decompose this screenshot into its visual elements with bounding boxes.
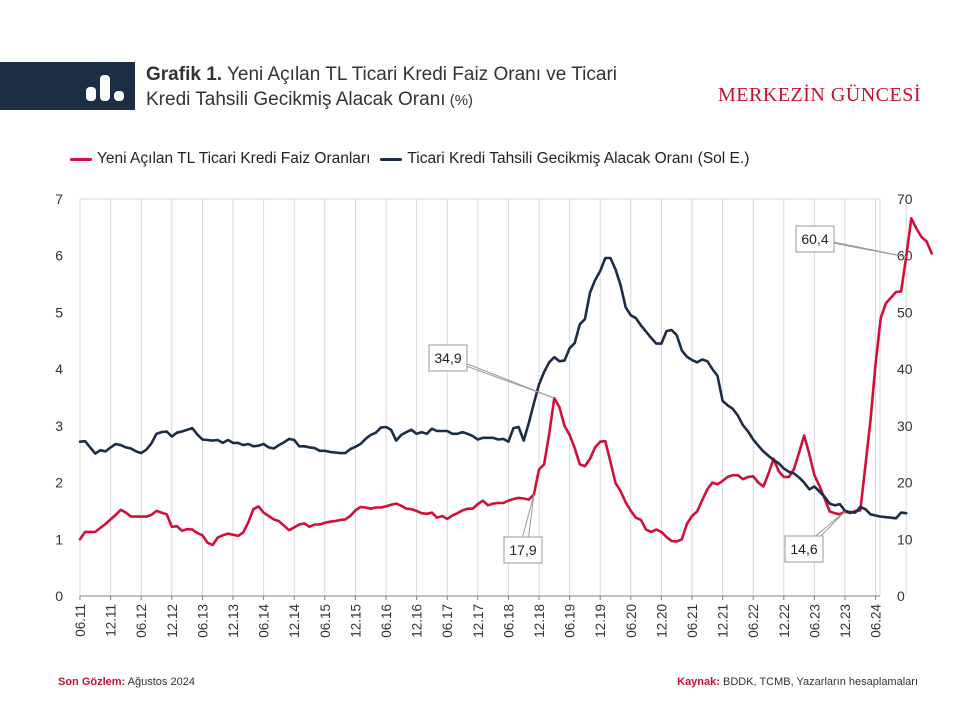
legend-swatch-navy [380, 157, 403, 161]
footer-left-value: Ağustos 2024 [125, 676, 195, 688]
x-axis-tick-label: 06.24 [869, 604, 884, 638]
left-axis-tick-label: 3 [55, 418, 63, 434]
legend-label-red: Yeni Açılan TL Ticari Kredi Faiz Oranlar… [97, 150, 371, 167]
x-axis-tick-label: 12.17 [471, 604, 486, 638]
legend-label-navy: Ticari Kredi Tahsili Gecikmiş Alacak Ora… [407, 150, 750, 167]
chart-legend: Yeni Açılan TL Ticari Kredi Faiz Oranlar… [70, 150, 759, 168]
chart-title: Grafik 1. Yeni Açılan TL Ticari Kredi Fa… [146, 62, 706, 113]
left-axis-tick-label: 5 [55, 304, 63, 320]
x-axis-tick-label: 06.11 [73, 604, 88, 637]
x-axis-tick-label: 06.14 [257, 604, 272, 638]
right-axis-tick-label: 0 [897, 588, 905, 604]
x-axis-tick-label: 12.23 [838, 604, 853, 638]
right-axis-tick-label: 40 [897, 361, 913, 377]
footer-right-value: BDDK, TCMB, Yazarların hesaplamaları [719, 676, 918, 688]
title-unit: (%) [445, 92, 474, 109]
x-axis-tick-label: 12.22 [777, 604, 792, 638]
x-axis-tick-label: 06.16 [379, 604, 394, 638]
annotation-label: 34,9 [434, 350, 461, 366]
annotation-box [503, 536, 543, 564]
right-axis-tick-label: 10 [897, 531, 913, 547]
x-axis-tick-label: 12.20 [654, 604, 669, 638]
x-axis-tick-label: 06.12 [134, 604, 149, 638]
left-axis-tick-label: 6 [55, 248, 63, 264]
x-axis-tick-label: 06.22 [746, 604, 761, 638]
x-axis-tick-label: 12.13 [226, 604, 241, 638]
series-line-navy [78, 256, 908, 520]
title-text: Yeni Açılan TL Ticari Kredi Faiz Oranı v… [222, 64, 618, 85]
left-axis-tick-label: 1 [55, 531, 63, 547]
x-axis-tick-label: 12.21 [716, 604, 731, 638]
x-axis-tick-label: 12.14 [287, 604, 302, 638]
x-axis-tick-label: 12.18 [532, 604, 547, 638]
footer-left-key: Son Gözlem: [58, 676, 126, 688]
x-axis-tick-label: 06.13 [195, 604, 210, 638]
footer-source: Kaynak: BDDK, TCMB, Yazarların hesaplama… [677, 676, 918, 688]
title-line2: Kredi Tahsili Gecikmiş Alacak Oranı [146, 89, 446, 110]
x-axis-tick-label: 12.16 [410, 604, 425, 638]
footer-last-observation: Son Gözlem: Ağustos 2024 [58, 676, 195, 688]
annotation-label: 14,6 [790, 541, 817, 557]
left-axis-tick-label: 2 [55, 475, 63, 491]
annotation-label: 60,4 [801, 231, 828, 247]
series-line-red [78, 217, 934, 547]
x-axis-tick-label: 06.18 [501, 604, 516, 638]
annotation-label: 17,9 [509, 542, 536, 558]
x-axis-tick-label: 06.19 [563, 604, 578, 638]
right-axis-tick-label: 70 [897, 191, 913, 207]
x-axis-tick-label: 06.21 [685, 604, 700, 638]
title-bold: Grafik 1. [146, 64, 223, 85]
x-axis-tick-label: 06.15 [318, 604, 333, 638]
x-axis-tick-label: 12.19 [593, 604, 608, 638]
x-axis-tick-label: 12.11 [104, 604, 119, 637]
footer-right-key: Kaynak: [677, 676, 720, 688]
right-axis-tick-label: 30 [897, 418, 913, 434]
x-axis-tick-label: 12.15 [348, 604, 363, 638]
legend-swatch-red [70, 157, 92, 161]
header-bar [0, 62, 135, 110]
x-axis-tick-label: 06.17 [440, 604, 455, 638]
x-axis-tick-label: 06.23 [807, 604, 822, 638]
right-axis-tick-label: 50 [897, 304, 913, 320]
brand-logo: MERKEZİN GÜNCESİ [718, 84, 921, 106]
left-axis-tick-label: 0 [55, 588, 63, 604]
right-axis-tick-label: 60 [897, 248, 913, 264]
annotation-connector [451, 357, 555, 399]
right-axis-tick-label: 20 [897, 475, 913, 491]
legend-item-red: Yeni Açılan TL Ticari Kredi Faiz Oranlar… [70, 150, 370, 168]
left-axis-tick-label: 4 [55, 361, 63, 377]
x-axis-tick-label: 12.12 [165, 604, 180, 638]
annotation-box [784, 535, 824, 563]
x-axis-tick-label: 06.20 [624, 604, 639, 638]
left-axis-tick-label: 7 [55, 191, 63, 207]
annotation-box [428, 344, 468, 372]
bar-chart-icon [86, 75, 124, 101]
legend-item-navy: Ticari Kredi Tahsili Gecikmiş Alacak Ora… [380, 150, 749, 168]
annotation-box [795, 225, 835, 253]
